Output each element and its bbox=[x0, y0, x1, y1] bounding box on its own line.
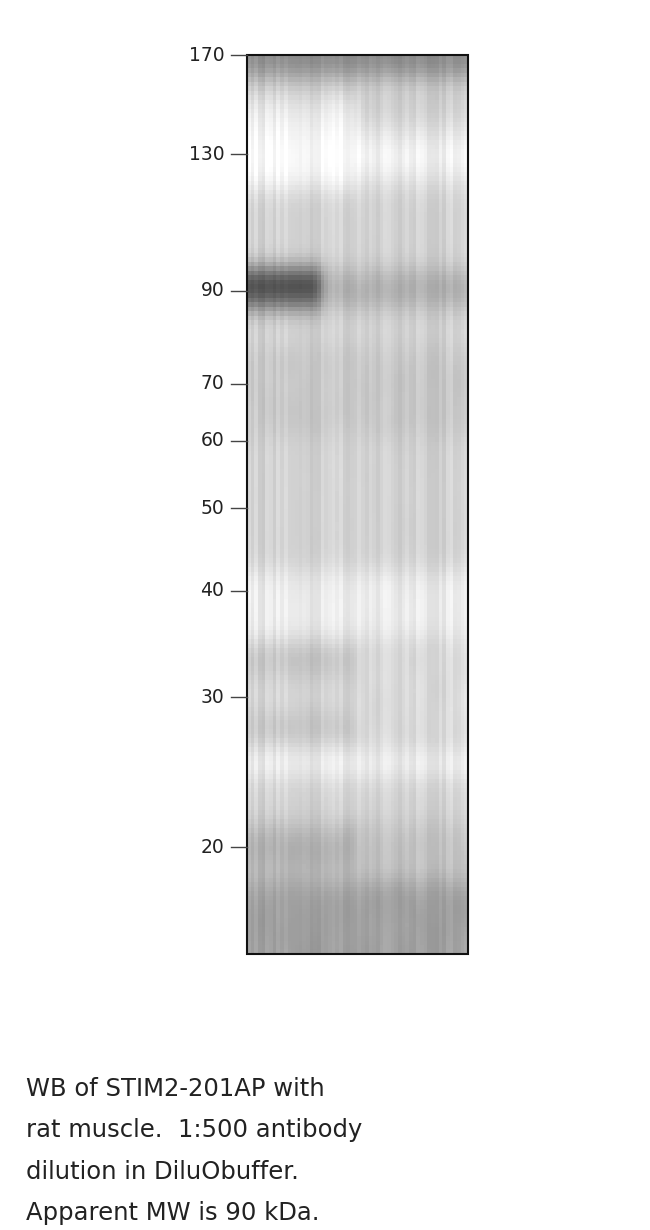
Text: rat muscle.  1:500 antibody: rat muscle. 1:500 antibody bbox=[26, 1118, 363, 1143]
Text: 20: 20 bbox=[200, 838, 224, 857]
Text: 70: 70 bbox=[200, 374, 224, 394]
Text: 50: 50 bbox=[200, 498, 224, 518]
Text: 30: 30 bbox=[200, 688, 224, 707]
Text: 40: 40 bbox=[200, 582, 224, 600]
Text: Apparent MW is 90 kDa.: Apparent MW is 90 kDa. bbox=[26, 1202, 320, 1225]
Text: 170: 170 bbox=[188, 46, 224, 65]
Text: dilution in DiluObuffer.: dilution in DiluObuffer. bbox=[26, 1160, 299, 1184]
Text: 130: 130 bbox=[188, 145, 224, 164]
Text: WB of STIM2-201AP with: WB of STIM2-201AP with bbox=[26, 1076, 324, 1101]
Bar bbox=[247, 55, 468, 954]
Text: 60: 60 bbox=[200, 432, 224, 450]
Text: 90: 90 bbox=[200, 282, 224, 300]
